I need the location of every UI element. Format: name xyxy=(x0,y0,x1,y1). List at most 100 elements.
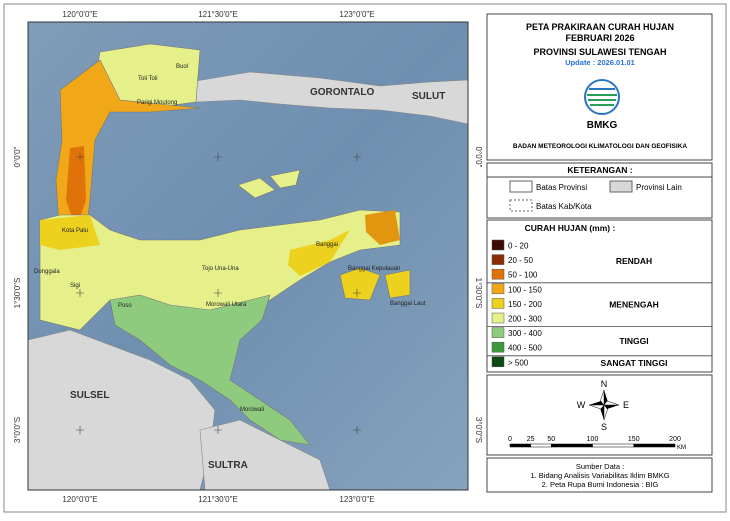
scale-tick-label: 200 xyxy=(669,436,681,443)
class-label: 150 - 200 xyxy=(508,300,542,309)
rainfall-legend-box xyxy=(486,219,713,373)
scale-segment xyxy=(633,443,676,448)
togean-islands xyxy=(237,169,301,199)
regency-label: Parigi Moutong xyxy=(137,100,177,106)
west-neck-core xyxy=(66,146,86,230)
legend-item: Batas Kab/Kota xyxy=(536,202,592,211)
category-label: TINGGI xyxy=(619,336,648,346)
regency-label: Morowali xyxy=(240,407,264,413)
coord-label: 121°30'0"E xyxy=(198,10,238,19)
legend-item: Provinsi Lain xyxy=(636,183,682,192)
coord-label: 123°0'0"E xyxy=(339,10,374,19)
coord-label: 0°0'0" xyxy=(474,147,483,168)
bmkg-logo xyxy=(584,79,620,115)
class-swatch xyxy=(491,356,505,368)
scale-tick-label: 25 xyxy=(527,436,535,443)
province-label: SULUT xyxy=(412,91,445,102)
coord-label: 0°0'0" xyxy=(13,146,22,167)
gorontalo-sulut xyxy=(189,71,469,125)
province-label: GORONTALO xyxy=(310,87,374,98)
regency-label: Toli Toli xyxy=(138,76,158,82)
regency-label: Kota Palu xyxy=(62,228,88,234)
compass-scale-box xyxy=(486,374,713,456)
source-item: 1. Bidang Analisis Variabilitas Iklim BM… xyxy=(530,471,669,480)
source-box xyxy=(486,457,713,493)
regency-label: Buol xyxy=(176,64,188,70)
coord-label: 1°30'0"S xyxy=(13,278,22,309)
coord-label: 1°30'0"S xyxy=(474,278,483,309)
scale-segment xyxy=(509,443,531,448)
outer-frame xyxy=(3,3,727,513)
category-label: RENDAH xyxy=(616,256,652,266)
compass-n: N xyxy=(601,379,608,389)
province-label: SULTRA xyxy=(208,460,248,471)
banggai-orange xyxy=(365,210,400,245)
scale-tick-label: 150 xyxy=(628,436,640,443)
legend-title: KETERANGAN : xyxy=(567,165,632,175)
regency-label: Banggai Kepulauan xyxy=(348,266,400,272)
banggai-yellow xyxy=(288,230,350,276)
class-label: 0 - 20 xyxy=(508,242,529,251)
org-full-name: BADAN METEOROLOGI KLIMATOLOGI DAN GEOFIS… xyxy=(513,143,687,150)
legend-title: CURAH HUJAN (mm) : xyxy=(525,223,616,233)
class-label: 100 - 150 xyxy=(508,285,542,294)
regency-label: Banggai Laut xyxy=(390,301,426,307)
scale-segment xyxy=(551,443,593,448)
regency-label: Morowali Utara xyxy=(206,302,247,308)
coord-label: 123°0'0"E xyxy=(339,495,374,504)
province-label: SULSEL xyxy=(70,390,109,401)
scale-tick-label: 100 xyxy=(587,436,599,443)
coord-label: 120°0'0"E xyxy=(62,495,97,504)
graticule xyxy=(76,153,361,434)
scale-unit: KM xyxy=(677,445,686,451)
compass-rose xyxy=(588,389,620,421)
regency-label: Sigi xyxy=(70,283,80,289)
class-label: > 500 xyxy=(508,358,529,367)
regency-label: Tojo Una-Una xyxy=(202,266,239,272)
category-label: SANGAT TINGGI xyxy=(601,358,668,368)
swatch-province-boundary xyxy=(509,180,533,193)
scale-segment xyxy=(530,443,552,448)
class-swatch xyxy=(491,298,505,309)
scale-bar: 0 25 50 100 150 200 KM xyxy=(508,436,686,451)
class-swatch xyxy=(491,327,505,338)
map-frame xyxy=(27,21,469,491)
class-label: 200 - 300 xyxy=(508,315,542,324)
map: GORONTALO SULUT SULSEL SULTRA Toli Toli … xyxy=(13,10,483,504)
scale-segment xyxy=(592,443,634,448)
class-swatch xyxy=(491,254,505,265)
green-band xyxy=(109,294,311,446)
class-label: 20 - 50 xyxy=(508,256,533,265)
legend-item: Batas Provinsi xyxy=(536,183,587,192)
regency-label: Banggai xyxy=(316,242,338,248)
title-line: FEBRUARI 2026 xyxy=(565,33,634,43)
compass-e: E xyxy=(623,400,629,410)
compass-w: W xyxy=(577,400,586,410)
coord-label: 121°30'0"E xyxy=(198,495,238,504)
scale-tick-label: 0 xyxy=(508,436,512,443)
class-swatch xyxy=(491,239,505,251)
category-label: MENENGAH xyxy=(609,300,659,310)
coord-label: 120°0'0"E xyxy=(62,10,97,19)
class-label: 400 - 500 xyxy=(508,344,542,353)
class-label: 50 - 100 xyxy=(508,271,538,280)
scale-tick-label: 50 xyxy=(547,436,555,443)
palu-area xyxy=(40,215,100,250)
swatch-other-province xyxy=(609,180,633,193)
update-date: Update : 2026.01.01 xyxy=(565,58,635,67)
rainfall-classes: 0 - 20 20 - 50 50 - 100 100 - 150 150 - 200 2… xyxy=(487,239,712,368)
class-swatch xyxy=(491,341,505,353)
title-line: PROVINSI SULAWESI TENGAH xyxy=(533,47,666,57)
compass-s: S xyxy=(601,422,607,432)
coord-label: 3°0'0"S xyxy=(13,417,22,443)
source-item: 2. Peta Rupa Bumi Indonesia : BIG xyxy=(542,480,659,489)
swatch-regency-boundary xyxy=(509,199,533,212)
coord-label: 3°0'0"S xyxy=(474,417,483,443)
regency-label: Donggala xyxy=(34,269,60,275)
class-swatch xyxy=(491,268,505,280)
class-label: 300 - 400 xyxy=(508,329,542,338)
class-swatch xyxy=(491,283,505,295)
class-swatch xyxy=(491,312,505,324)
